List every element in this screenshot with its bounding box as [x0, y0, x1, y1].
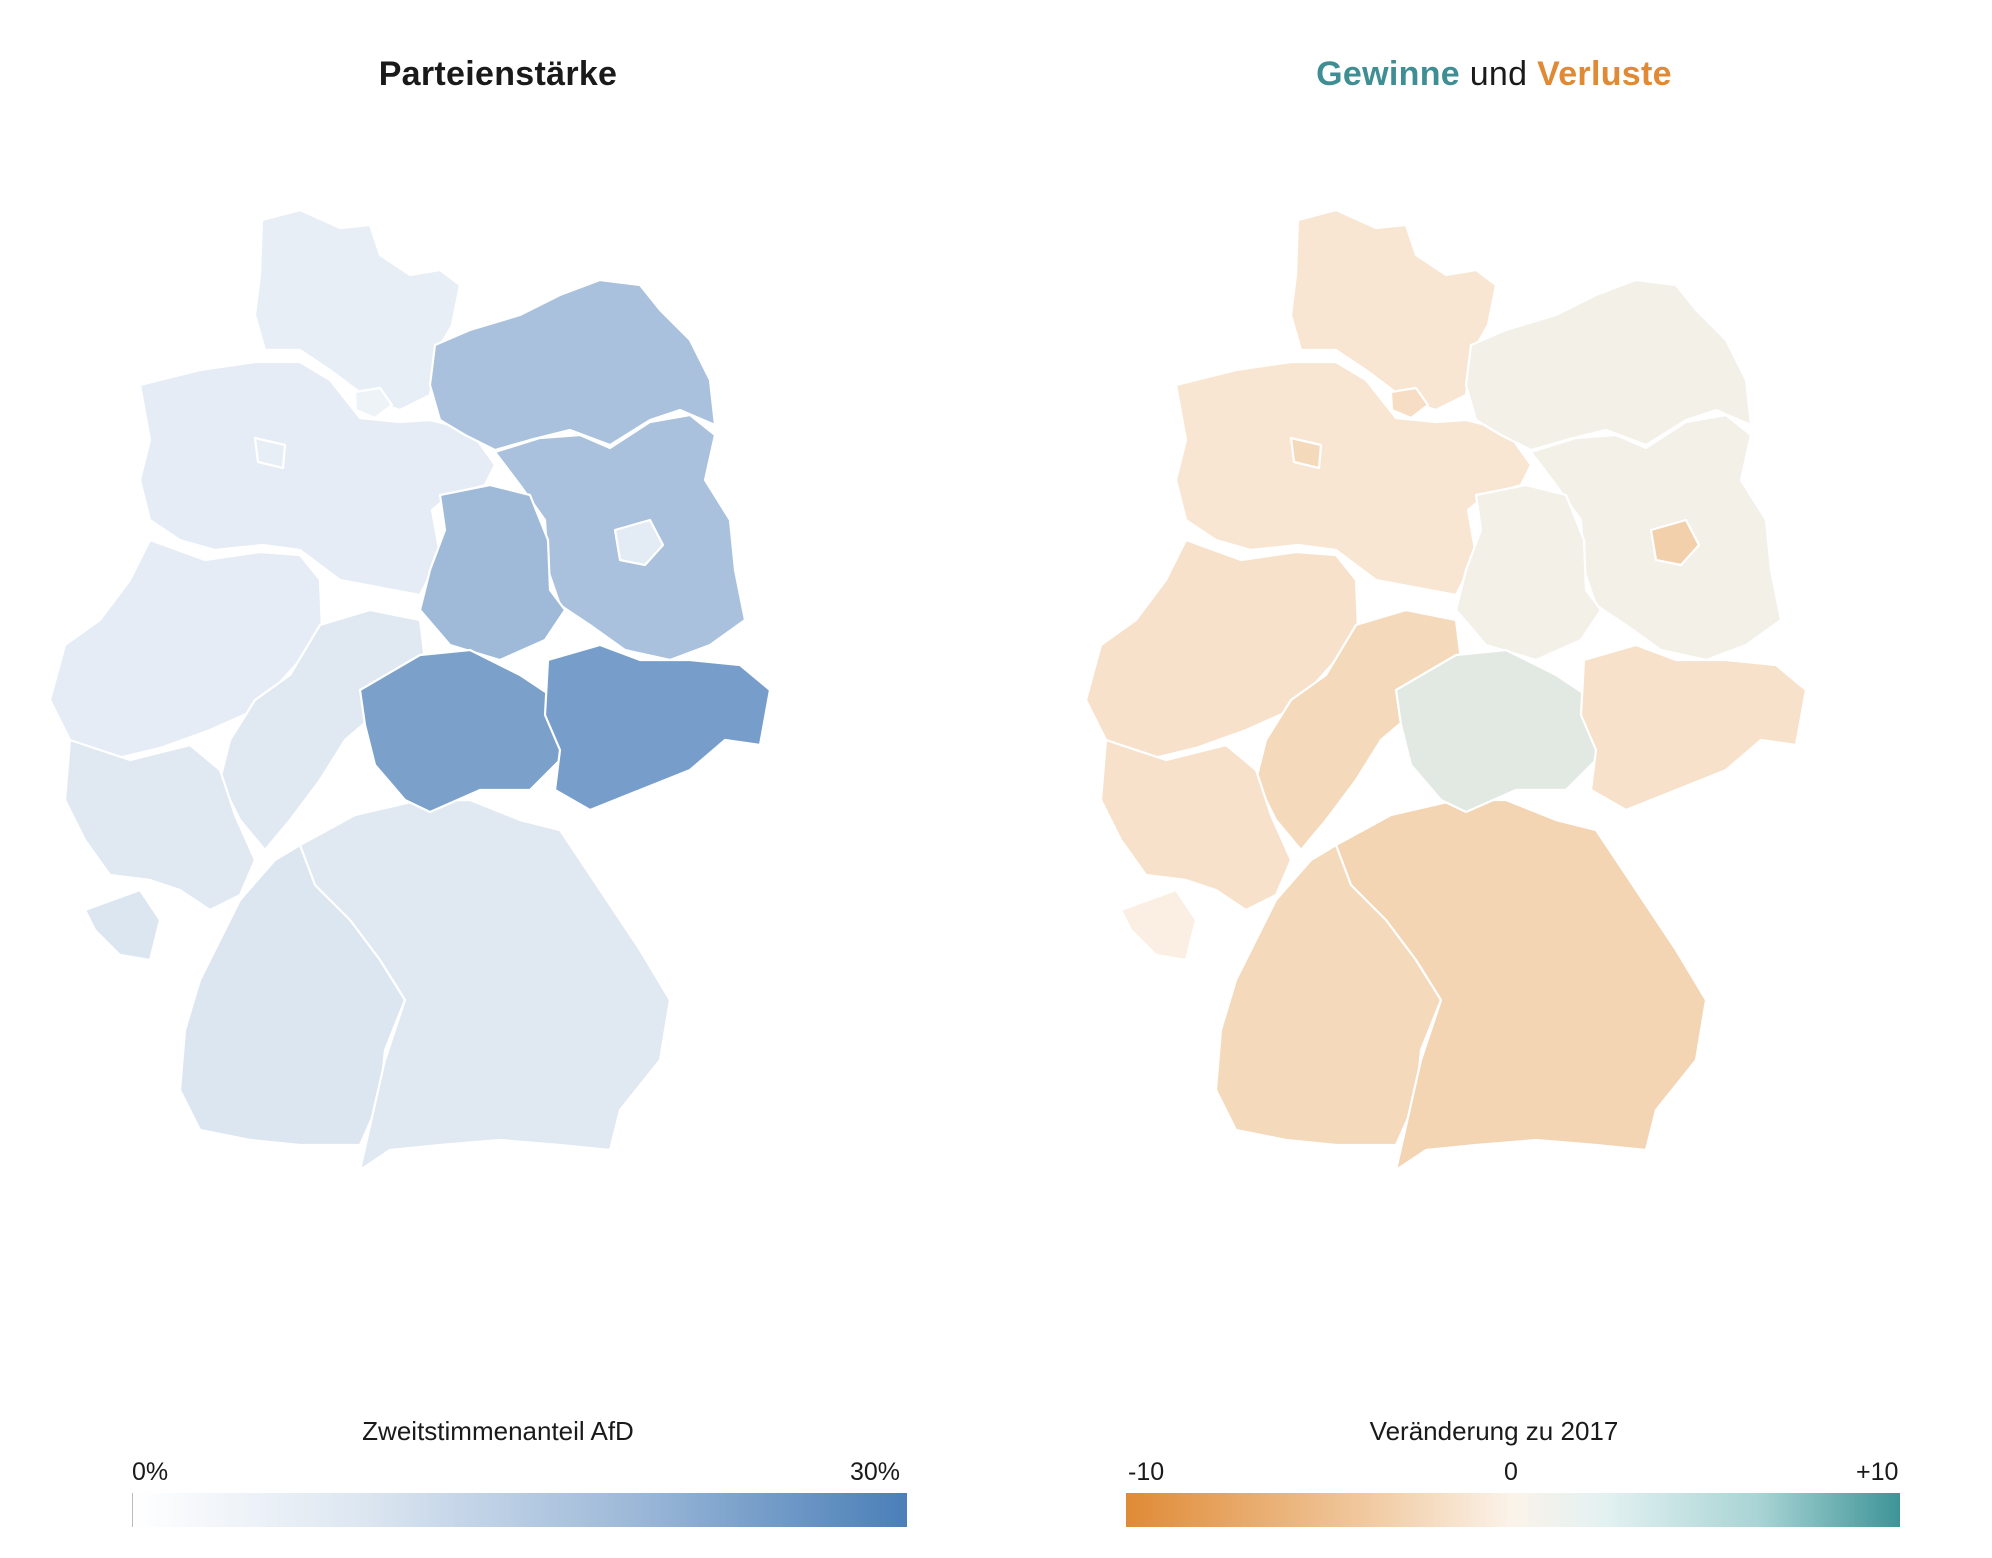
state-region-thueringen [1394, 648, 1608, 814]
party-strength-panel: Parteienstärke Zweitstimmenanteil AfD 0%… [48, 55, 907, 1527]
panel-title: Gewinne und Verluste [996, 50, 1992, 98]
state-region-sachsen [1579, 643, 1808, 812]
afd-share-map [48, 208, 772, 1172]
state-region-mecklenburg-vorpommern [428, 278, 717, 452]
change-map [1084, 208, 1808, 1172]
state-region-rheinland-pfalz [1099, 738, 1293, 912]
legend-min-label: -10 [1128, 1458, 1165, 1486]
state-region-berlin [613, 518, 665, 567]
title-losses: Verluste [1537, 55, 1672, 93]
legend-title: Veränderung zu 2017 [1369, 1416, 1619, 1446]
panel-title: Parteienstärke [378, 55, 618, 93]
state-region-thueringen [358, 648, 572, 814]
gains-losses-panel: Gewinne und Verluste Veränderung zu 2017… [996, 0, 1992, 1558]
state-region-hessen [218, 608, 427, 852]
state-region-bremen [253, 436, 287, 470]
state-region-sachsen-anhalt [1454, 483, 1603, 662]
state-region-hamburg [1389, 386, 1430, 420]
state-region-rheinland-pfalz [63, 738, 257, 912]
legend-max-label: +10 [1856, 1458, 1899, 1486]
state-region-sachsen-anhalt [418, 483, 567, 662]
title-connector: und [1469, 55, 1528, 93]
state-region-mecklenburg-vorpommern [1464, 278, 1753, 452]
title-gains: Gewinne [1316, 55, 1460, 93]
color-scale-bar [1126, 1493, 1900, 1527]
state-region-hamburg [353, 386, 394, 420]
legend-title: Zweitstimmenanteil AfD [362, 1416, 634, 1446]
state-region-bayern [1334, 798, 1708, 1172]
state-region-saarland [1119, 888, 1198, 962]
legend-mid-label: 0 [1504, 1458, 1518, 1486]
legend-min-label: 0% [132, 1458, 169, 1486]
color-scale-bar [132, 1493, 907, 1527]
state-region-saarland [83, 888, 162, 962]
state-region-hessen [1254, 608, 1463, 852]
state-region-sachsen [543, 643, 772, 812]
state-region-berlin [1649, 518, 1701, 567]
state-region-bremen [1289, 436, 1323, 470]
state-region-bayern [298, 798, 672, 1172]
legend-max-label: 30% [850, 1458, 901, 1486]
